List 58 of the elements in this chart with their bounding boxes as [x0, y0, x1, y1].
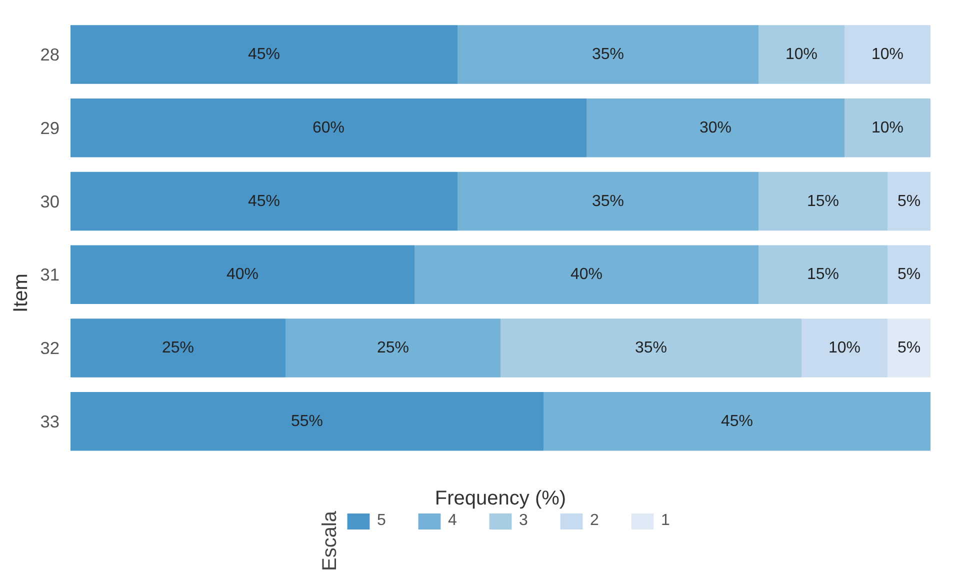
x-axis-title: Frequency (%) — [434, 487, 566, 510]
data-label: 35% — [634, 340, 668, 357]
data-label: 10% — [828, 340, 861, 357]
data-label: 30% — [699, 119, 732, 136]
y-tick-label: 33 — [40, 411, 60, 432]
data-label: 10% — [871, 46, 904, 64]
bar — [544, 392, 930, 451]
y-tick-label: 29 — [40, 118, 60, 138]
legend-label: 3 — [519, 512, 529, 530]
bar — [844, 25, 930, 84]
bar — [458, 25, 758, 84]
bar — [888, 172, 930, 231]
data-label: 10% — [871, 119, 904, 136]
data-label: 45% — [720, 412, 754, 430]
data-label: 25% — [162, 340, 194, 357]
data-label: 35% — [592, 46, 624, 64]
bar — [758, 25, 844, 84]
bar — [888, 318, 930, 378]
data-label: 35% — [592, 192, 624, 210]
bar — [802, 318, 888, 378]
data-label: 55% — [290, 412, 324, 430]
bar — [70, 392, 544, 451]
bar — [286, 318, 500, 378]
bar — [458, 172, 758, 231]
bar — [414, 245, 758, 304]
y-tick-label: 30 — [40, 191, 60, 212]
bar — [70, 98, 586, 158]
legend-title: Escala — [319, 510, 342, 571]
y-tick-label: 28 — [40, 44, 60, 65]
data-label: 15% — [806, 266, 840, 284]
data-label: 60% — [312, 119, 345, 136]
y-tick-label: 32 — [40, 338, 60, 358]
bar — [758, 245, 888, 304]
data-label: 45% — [248, 46, 280, 64]
data-label: 15% — [806, 192, 840, 210]
data-label: 40% — [226, 266, 259, 284]
bar — [70, 25, 458, 84]
legend-label: 1 — [661, 512, 671, 530]
y-tick-label: 31 — [40, 264, 60, 285]
y-axis-title: Item — [10, 274, 32, 312]
bar — [70, 172, 458, 231]
bar — [70, 245, 414, 304]
legend-label: 5 — [377, 512, 387, 530]
data-label: 5% — [897, 340, 921, 357]
legend-label: 2 — [590, 512, 600, 530]
bar — [70, 318, 286, 378]
data-label: 25% — [376, 340, 410, 357]
bar — [500, 318, 802, 378]
data-label: 40% — [570, 266, 603, 284]
legend-label: 4 — [448, 512, 458, 530]
bar — [586, 98, 844, 158]
data-label: 45% — [248, 192, 280, 210]
data-label: 5% — [897, 192, 921, 210]
data-label: 5% — [897, 266, 921, 284]
bar — [758, 172, 888, 231]
bar — [888, 245, 930, 304]
bar — [844, 98, 930, 158]
data-label: 10% — [785, 46, 818, 64]
